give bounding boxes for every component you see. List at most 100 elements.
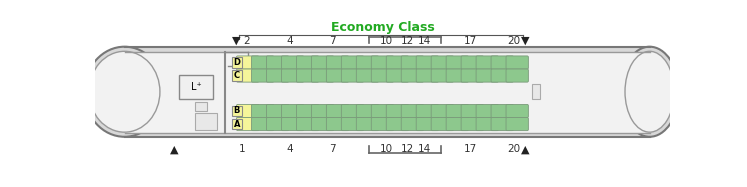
FancyBboxPatch shape — [297, 105, 319, 118]
FancyBboxPatch shape — [341, 118, 364, 131]
Ellipse shape — [89, 51, 160, 132]
FancyBboxPatch shape — [416, 69, 438, 82]
Bar — [125, 52, 650, 133]
Text: 20: 20 — [506, 36, 520, 46]
FancyBboxPatch shape — [446, 56, 468, 69]
FancyBboxPatch shape — [371, 56, 394, 69]
Text: 12: 12 — [400, 36, 414, 46]
FancyBboxPatch shape — [371, 69, 394, 82]
Text: ▲: ▲ — [170, 145, 179, 154]
FancyBboxPatch shape — [282, 118, 304, 131]
FancyBboxPatch shape — [446, 69, 468, 82]
FancyBboxPatch shape — [282, 69, 304, 82]
Text: L⁺: L⁺ — [190, 82, 202, 92]
FancyBboxPatch shape — [446, 118, 468, 131]
FancyBboxPatch shape — [326, 56, 349, 69]
FancyBboxPatch shape — [491, 56, 513, 69]
Text: Economy Class: Economy Class — [331, 21, 435, 34]
FancyBboxPatch shape — [356, 56, 379, 69]
FancyBboxPatch shape — [401, 56, 424, 69]
FancyBboxPatch shape — [326, 105, 349, 118]
FancyBboxPatch shape — [386, 56, 409, 69]
FancyBboxPatch shape — [506, 69, 528, 82]
FancyBboxPatch shape — [416, 118, 438, 131]
FancyBboxPatch shape — [476, 118, 498, 131]
Text: 7: 7 — [329, 145, 335, 154]
Text: C: C — [234, 71, 240, 80]
FancyBboxPatch shape — [371, 118, 394, 131]
Text: 4: 4 — [287, 36, 294, 46]
Ellipse shape — [625, 51, 675, 132]
Bar — [196, 102, 207, 111]
FancyBboxPatch shape — [232, 119, 242, 129]
FancyBboxPatch shape — [461, 105, 483, 118]
FancyBboxPatch shape — [386, 69, 409, 82]
FancyBboxPatch shape — [297, 69, 319, 82]
FancyBboxPatch shape — [267, 69, 289, 82]
FancyBboxPatch shape — [267, 105, 289, 118]
FancyBboxPatch shape — [125, 47, 650, 137]
Text: 14: 14 — [418, 36, 431, 46]
FancyBboxPatch shape — [461, 69, 483, 82]
FancyBboxPatch shape — [431, 69, 453, 82]
FancyBboxPatch shape — [267, 118, 289, 131]
FancyBboxPatch shape — [491, 118, 513, 131]
Text: 17: 17 — [464, 36, 477, 46]
FancyBboxPatch shape — [431, 118, 453, 131]
FancyBboxPatch shape — [341, 69, 364, 82]
FancyBboxPatch shape — [179, 75, 213, 99]
FancyBboxPatch shape — [252, 69, 274, 82]
FancyBboxPatch shape — [282, 105, 304, 118]
FancyBboxPatch shape — [416, 105, 438, 118]
Text: 10: 10 — [379, 145, 393, 154]
Text: 2: 2 — [243, 36, 249, 46]
FancyBboxPatch shape — [476, 56, 498, 69]
FancyBboxPatch shape — [506, 105, 528, 118]
Text: D: D — [233, 58, 241, 67]
FancyBboxPatch shape — [297, 118, 319, 131]
FancyBboxPatch shape — [297, 56, 319, 69]
FancyBboxPatch shape — [252, 56, 274, 69]
FancyBboxPatch shape — [386, 105, 409, 118]
Text: 10: 10 — [379, 36, 393, 46]
FancyBboxPatch shape — [506, 118, 528, 131]
Bar — [196, 113, 217, 130]
Text: 17: 17 — [464, 145, 477, 154]
FancyBboxPatch shape — [491, 69, 513, 82]
FancyBboxPatch shape — [326, 69, 349, 82]
FancyBboxPatch shape — [267, 56, 289, 69]
FancyBboxPatch shape — [446, 105, 468, 118]
FancyBboxPatch shape — [416, 56, 438, 69]
Text: 1: 1 — [239, 145, 246, 154]
FancyBboxPatch shape — [341, 56, 364, 69]
FancyBboxPatch shape — [461, 56, 483, 69]
FancyBboxPatch shape — [476, 69, 498, 82]
FancyBboxPatch shape — [232, 106, 242, 116]
FancyBboxPatch shape — [237, 118, 259, 131]
FancyBboxPatch shape — [252, 105, 274, 118]
Text: A: A — [234, 119, 241, 129]
FancyBboxPatch shape — [237, 56, 259, 69]
Text: 20: 20 — [506, 145, 520, 154]
Text: ▲: ▲ — [521, 145, 530, 154]
FancyBboxPatch shape — [356, 105, 379, 118]
Text: ▼: ▼ — [521, 36, 530, 46]
FancyBboxPatch shape — [506, 56, 528, 69]
FancyBboxPatch shape — [237, 69, 259, 82]
FancyBboxPatch shape — [232, 57, 242, 68]
Text: ▼: ▼ — [232, 36, 241, 46]
Ellipse shape — [84, 47, 164, 137]
FancyBboxPatch shape — [401, 105, 424, 118]
FancyBboxPatch shape — [431, 105, 453, 118]
FancyBboxPatch shape — [356, 118, 379, 131]
FancyBboxPatch shape — [252, 118, 274, 131]
FancyBboxPatch shape — [326, 118, 349, 131]
FancyBboxPatch shape — [237, 105, 259, 118]
FancyBboxPatch shape — [401, 118, 424, 131]
FancyBboxPatch shape — [311, 69, 334, 82]
Bar — [125, 47, 650, 137]
FancyBboxPatch shape — [232, 70, 242, 81]
FancyBboxPatch shape — [282, 56, 304, 69]
FancyBboxPatch shape — [311, 56, 334, 69]
Bar — [532, 84, 539, 99]
